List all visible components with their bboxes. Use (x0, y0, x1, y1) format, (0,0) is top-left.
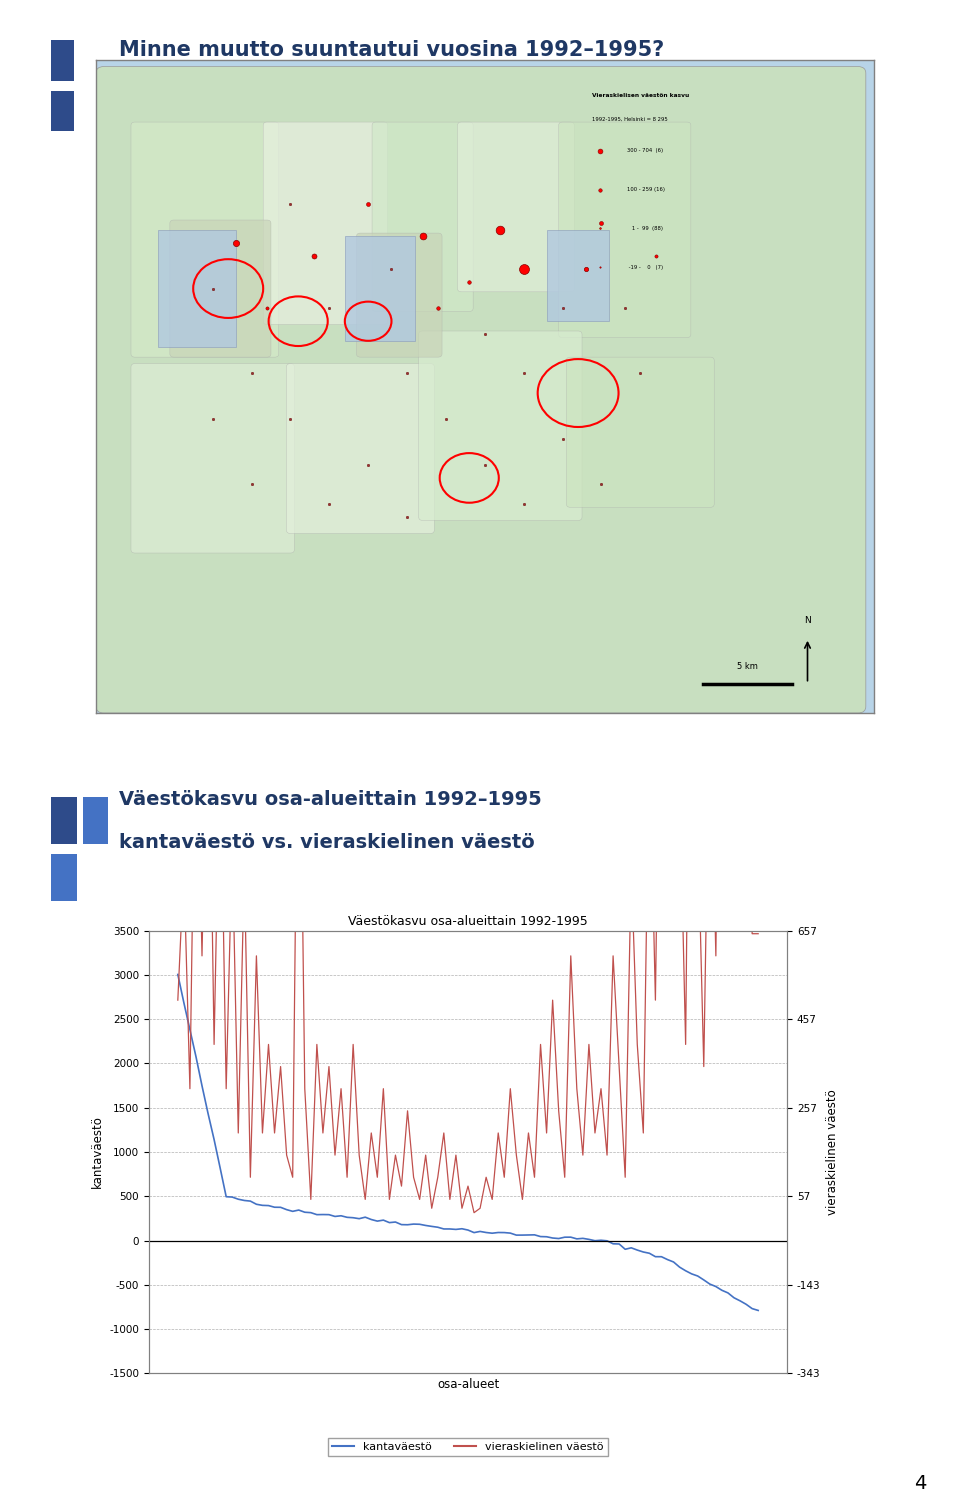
FancyBboxPatch shape (52, 854, 77, 901)
FancyBboxPatch shape (263, 122, 388, 324)
Bar (547, 230, 610, 321)
Text: Minne muutto suuntautui vuosina 1992–1995?: Minne muutto suuntautui vuosina 1992–199… (119, 41, 664, 60)
Bar (345, 236, 415, 341)
Text: N: N (804, 615, 811, 624)
FancyBboxPatch shape (131, 363, 295, 552)
FancyBboxPatch shape (52, 797, 77, 844)
FancyBboxPatch shape (131, 122, 278, 357)
Y-axis label: kantaväestö: kantaväestö (90, 1115, 104, 1189)
FancyBboxPatch shape (372, 122, 473, 311)
FancyBboxPatch shape (286, 363, 434, 533)
FancyBboxPatch shape (170, 221, 271, 357)
FancyBboxPatch shape (458, 122, 574, 291)
FancyBboxPatch shape (52, 92, 74, 132)
FancyBboxPatch shape (83, 797, 108, 844)
FancyBboxPatch shape (96, 66, 866, 713)
FancyBboxPatch shape (52, 41, 74, 81)
FancyBboxPatch shape (559, 122, 691, 338)
Bar (158, 230, 236, 347)
Y-axis label: vieraskielinen väestö: vieraskielinen väestö (827, 1090, 839, 1214)
Text: Väestökasvu osa-alueittain 1992–1995: Väestökasvu osa-alueittain 1992–1995 (119, 790, 541, 809)
Legend: kantaväestö, vieraskielinen väestö: kantaväestö, vieraskielinen väestö (327, 1438, 609, 1456)
Text: 4: 4 (914, 1474, 926, 1493)
Text: kantaväestö vs. vieraskielinen väestö: kantaväestö vs. vieraskielinen väestö (119, 833, 535, 853)
Title: Väestökasvu osa-alueittain 1992-1995: Väestökasvu osa-alueittain 1992-1995 (348, 916, 588, 928)
X-axis label: osa-alueet: osa-alueet (437, 1378, 499, 1390)
Text: 5 km: 5 km (737, 662, 758, 671)
FancyBboxPatch shape (356, 233, 442, 357)
FancyBboxPatch shape (419, 332, 582, 521)
FancyBboxPatch shape (566, 357, 714, 507)
